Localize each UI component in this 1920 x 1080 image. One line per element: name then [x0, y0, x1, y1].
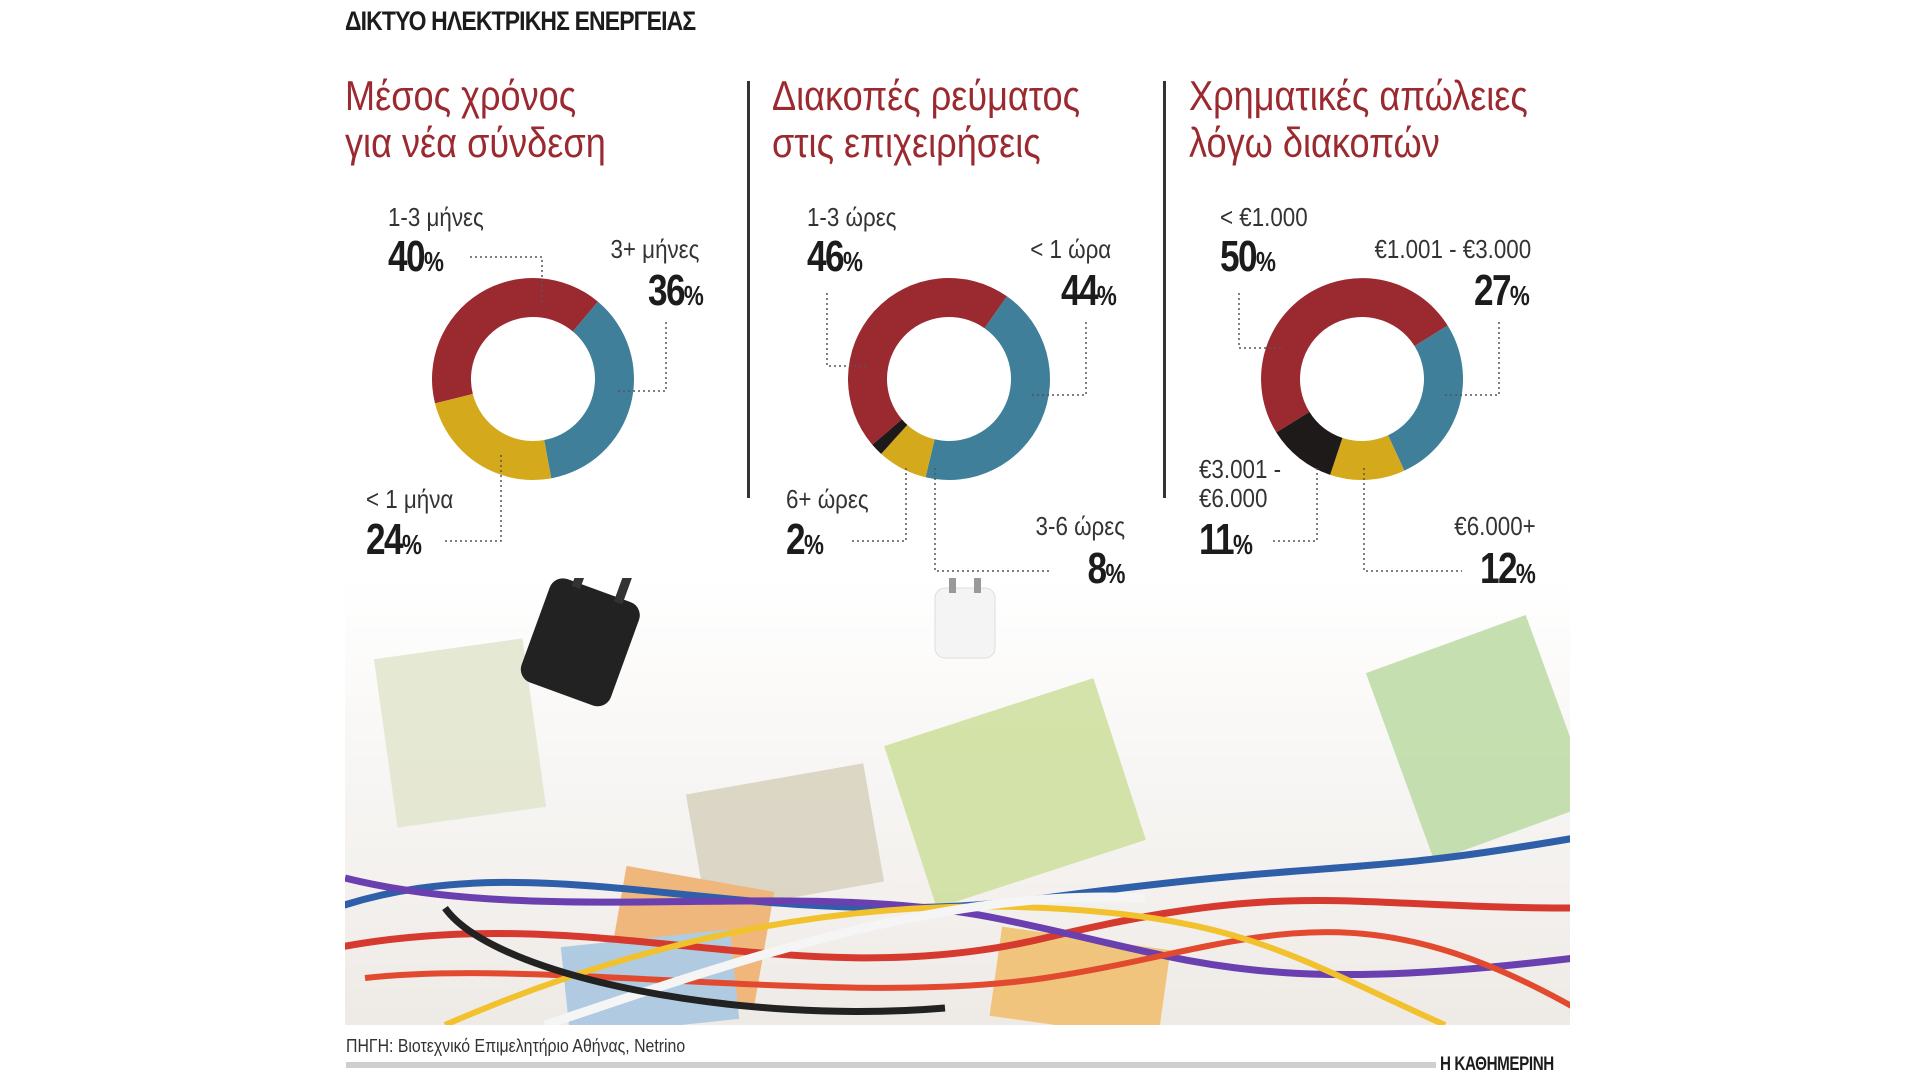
footer-rule	[346, 1062, 1436, 1068]
chart-2-value-under-1-hour: 44%	[1061, 266, 1117, 315]
chart-3-title: Χρηματικές απώλειες λόγω διακοπών	[1189, 72, 1528, 166]
chart-2-title-line1: Διακοπές ρεύματος	[772, 72, 1081, 119]
chart-1-title: Μέσος χρόνος για νέα σύνδεση	[345, 72, 606, 166]
chart-3-label-1001-3000: €1.001 - €3.000	[1374, 234, 1531, 264]
chart-2-value-3-6-hours: 8%	[1087, 544, 1125, 593]
chart-3-slice-4	[1276, 411, 1343, 475]
chart-2-label-1-3-hours: 1-3 ώρες	[807, 202, 897, 232]
column-divider	[747, 81, 750, 498]
chart-2-title: Διακοπές ρεύματος στις επιχειρήσεις	[772, 72, 1080, 166]
chart-3-label-6000plus: €6.000+	[1454, 511, 1536, 541]
chart-2-label-3-6-hours: 3-6 ώρες	[1035, 511, 1125, 541]
chart-1-value-under-1-month: 24%	[366, 515, 422, 564]
chart-3-slice-2	[1388, 325, 1463, 471]
chart-2-leader-line-2	[1029, 322, 1087, 396]
source-note: ΠΗΓΗ: Βιοτεχνικό Επιμελητήριο Αθήνας, Ne…	[346, 1036, 686, 1056]
chart-1-slice-1	[432, 278, 598, 404]
chart-1-leader-line-1	[470, 256, 543, 302]
chart-3-leader-line-1	[1238, 293, 1281, 349]
chart-3-slice-3	[1330, 435, 1405, 480]
chart-2-leader-line-3	[934, 468, 1049, 572]
chart-1-slice-3	[435, 393, 552, 480]
chart-3-value-3001-6000: 11%	[1199, 515, 1253, 564]
chart-2-slice-3	[881, 424, 935, 478]
chart-2-label-6plus-hours: 6+ ώρες	[786, 484, 869, 514]
chart-1-label-1-3-months: 1-3 μήνες	[388, 202, 484, 232]
chart-1-slice-2	[544, 301, 634, 479]
chart-2-slice-4	[872, 419, 908, 454]
chart-2-value-6plus-hours: 2%	[786, 515, 824, 564]
chart-1-title-line1: Μέσος χρόνος	[345, 72, 577, 119]
chart-3-leader-line-3	[1363, 468, 1462, 572]
chart-3-slice-1	[1261, 278, 1448, 433]
chart-2-leader-line-1	[826, 293, 869, 367]
chart-1-value-1-3-months: 40%	[388, 232, 444, 281]
chart-3-label-3001-6000: €3.001 - €6.000	[1199, 454, 1282, 513]
chart-2-slice-1	[848, 278, 1007, 445]
chart-3-value-1001-3000: 27%	[1474, 266, 1530, 315]
chart-3-leader-line-2	[1442, 322, 1500, 396]
chart-1-label-under-1-month: < 1 μήνα	[366, 484, 454, 514]
chart-3-title-line2: λόγω διακοπών	[1189, 119, 1440, 166]
chart-1-value-3plus-months: 36%	[648, 266, 704, 315]
chart-2-leader-line-4	[849, 468, 907, 542]
black-plug	[520, 578, 645, 707]
chart-3-title-line1: Χρηματικές απώλειες	[1189, 72, 1528, 119]
chart-3-value-6000plus: 12%	[1480, 544, 1536, 593]
chart-3-label-under-1000: < €1.000	[1220, 202, 1308, 232]
white-plug	[934, 578, 996, 659]
chart-2-value-1-3-hours: 46%	[807, 232, 863, 281]
chart-2-slice-2	[925, 296, 1050, 480]
cables-and-banknotes-photo	[345, 578, 1570, 1025]
column-divider	[1163, 81, 1166, 498]
chart-3-value-under-1000: 50%	[1220, 232, 1276, 281]
chart-2-title-line2: στις επιχειρήσεις	[772, 119, 1041, 166]
chart-2-label-under-1-hour: < 1 ώρα	[1029, 234, 1111, 264]
publisher-logo: Η ΚΑΘΗΜΕΡΙΝΗ	[1440, 1054, 1554, 1075]
infographic-title: ΔΙΚΤΥΟ ΗΛΕΚΤΡΙΚΗΣ ΕΝΕΡΓΕΙΑΣ	[345, 6, 696, 36]
chart-1-label-3plus-months: 3+ μήνες	[610, 234, 699, 264]
chart-1-leader-line-3	[443, 455, 502, 542]
chart-1-title-line2: για νέα σύνδεση	[345, 119, 606, 166]
